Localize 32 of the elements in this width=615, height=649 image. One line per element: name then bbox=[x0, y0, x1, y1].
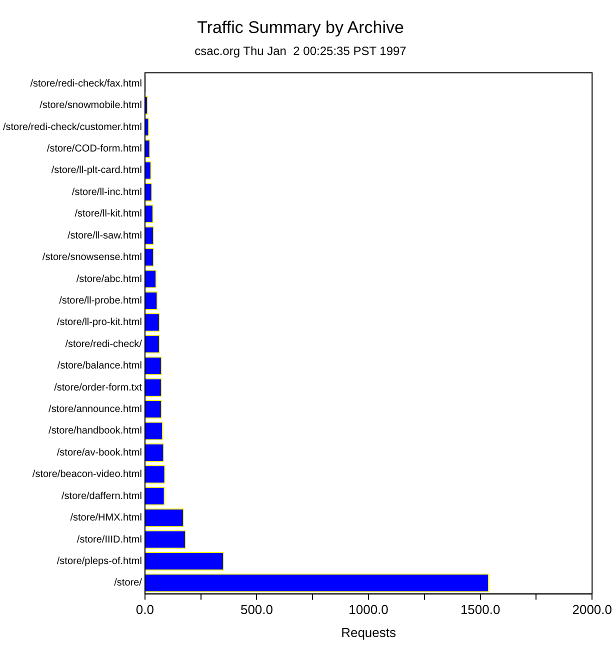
y-tick-label: /store/snowsense.html bbox=[42, 252, 142, 264]
y-tick-label: /store/redi-check/fax.html bbox=[30, 78, 142, 90]
y-tick-label: /store/ll-plt-card.html bbox=[51, 165, 142, 176]
y-tick-label: /store/ll-pro-kit.html bbox=[56, 317, 142, 328]
y-tick-label: /store/COD-form.html bbox=[46, 144, 142, 155]
chart-subtitle: csac.org Thu Jan 2 00:25:35 PST 1997 bbox=[194, 44, 407, 58]
y-tick-label: /store/HMX.html bbox=[70, 512, 142, 524]
y-tick-label: /store/balance.html bbox=[57, 360, 142, 372]
x-axis-title: Requests bbox=[341, 624, 396, 640]
x-tick-label: 1000.0 bbox=[348, 602, 388, 618]
x-tick-label: 0.0 bbox=[136, 602, 154, 618]
y-tick-label: /store/ bbox=[114, 578, 142, 589]
y-tick-label: /store/order-form.txt bbox=[54, 382, 142, 394]
y-tick-label: /store/announce.html bbox=[48, 404, 142, 416]
y-tick-label: /store/beacon-video.html bbox=[32, 469, 142, 480]
x-tick-label: 500.0 bbox=[240, 602, 274, 618]
y-tick-label: /store/ll-probe.html bbox=[59, 295, 142, 306]
y-tick-label: /store/ll-kit.html bbox=[74, 208, 142, 220]
y-tick-label: /store/IIID.html bbox=[76, 534, 142, 546]
y-tick-label: /store/snowmobile.html bbox=[40, 100, 142, 112]
y-tick-label: /store/redi-check/ bbox=[65, 338, 142, 350]
y-tick-label: /store/redi-check/customer.html bbox=[3, 122, 142, 133]
chart-title: Traffic Summary by Archive bbox=[197, 18, 404, 37]
y-tick-label: /store/av-book.html bbox=[56, 447, 142, 458]
x-tick-label: 1500.0 bbox=[460, 602, 500, 618]
y-tick-label: /store/ll-saw.html bbox=[67, 230, 142, 242]
x-tick-label: 2000.0 bbox=[572, 602, 612, 618]
y-tick-label: /store/ll-inc.html bbox=[72, 186, 142, 198]
y-tick-label: /store/daffern.html bbox=[62, 490, 142, 502]
y-tick-label: /store/handbook.html bbox=[48, 426, 142, 437]
y-tick-label: /store/abc.html bbox=[76, 274, 142, 285]
y-tick-label: /store/pleps-of.html bbox=[56, 556, 142, 567]
